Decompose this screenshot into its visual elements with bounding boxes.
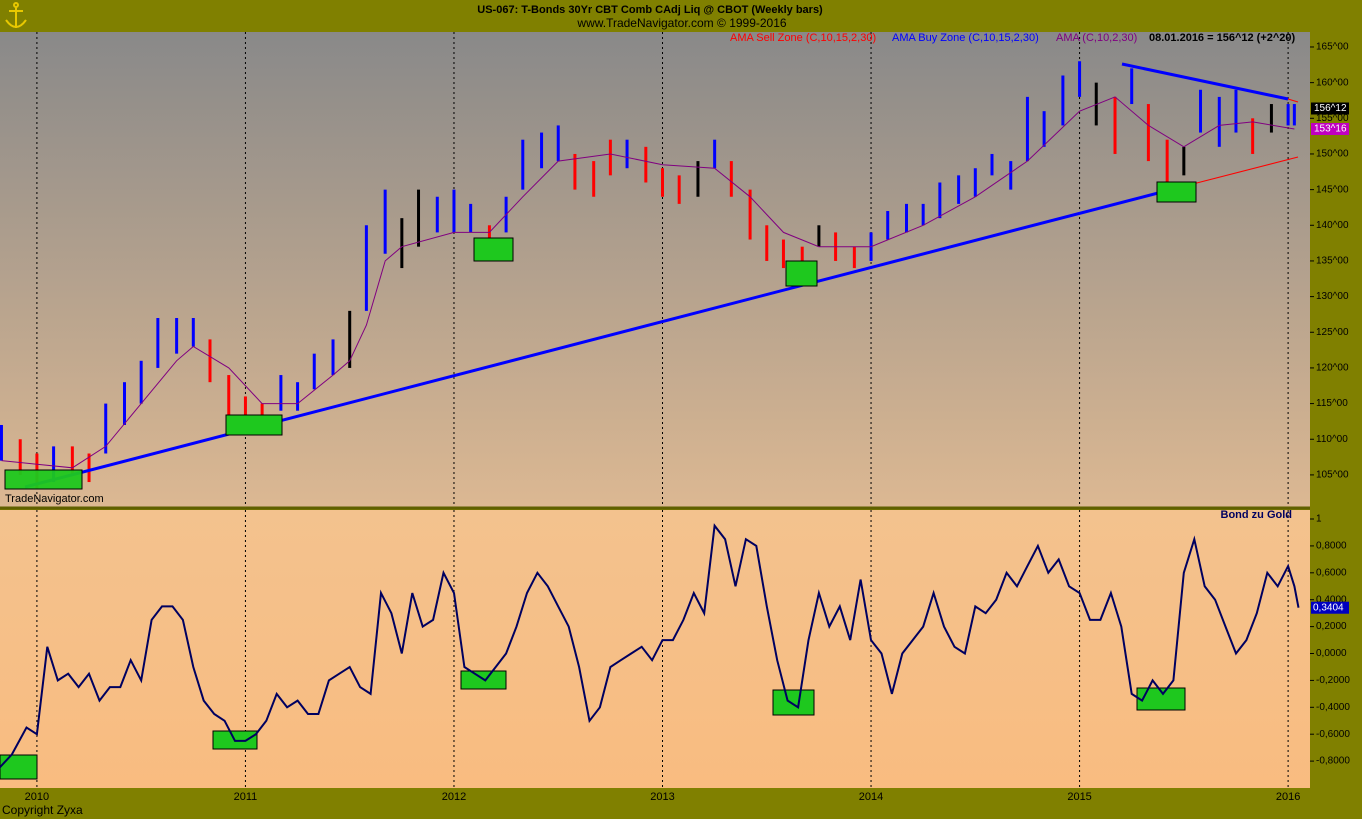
y-tick-label: 110^00 — [1316, 434, 1348, 445]
x-tick-label: 2015 — [1067, 791, 1091, 803]
watermark: TradeNavigator.com — [5, 493, 104, 505]
y-tick-label: 160^00 — [1316, 77, 1349, 88]
annotations — [0, 62, 1299, 780]
x-tick-label: 2011 — [234, 791, 258, 803]
y-tick-label: -0,2000 — [1316, 675, 1350, 686]
indicator-line — [0, 523, 1300, 769]
y-tick-label: 165^00 — [1316, 42, 1349, 53]
y-tick-label: 0,6000 — [1316, 567, 1347, 578]
x-tick-label: 2010 — [25, 791, 49, 803]
resistance-extension — [1287, 98, 1299, 103]
y-tick-label: 145^00 — [1316, 184, 1349, 195]
y-tick-label: 150^00 — [1316, 149, 1349, 160]
y-tick-label: 130^00 — [1316, 291, 1349, 302]
zone-box — [1156, 181, 1197, 203]
quote: 08.01.2016 = 156^12 (+2^20) — [1149, 32, 1296, 44]
last-value-label: 156^12 — [1314, 103, 1347, 114]
chart-subtitle: www.TradeNavigator.com © 1999-2016 — [576, 16, 786, 30]
zone-box — [473, 237, 514, 262]
x-tick-label: 2013 — [650, 791, 674, 803]
y-tick-label: -0,4000 — [1316, 702, 1350, 713]
y-tick-label: 140^00 — [1316, 220, 1349, 231]
zone-box — [772, 689, 815, 716]
last-value-box — [1311, 102, 1349, 115]
support-extension — [1184, 156, 1299, 187]
indicator-panel — [0, 510, 1310, 788]
y-tick-label: -0,6000 — [1316, 729, 1350, 740]
logo — [5, 2, 27, 28]
y-tick-label: 0,0000 — [1316, 648, 1347, 659]
price-panel — [0, 32, 1310, 507]
y-tick-label: -0,8000 — [1316, 756, 1350, 767]
ama-line — [1, 96, 1295, 469]
marks — [0, 61, 1296, 490]
zone-box — [1136, 687, 1186, 711]
footer: Copyright Zyxa — [2, 803, 83, 817]
x-tick-label: 2014 — [859, 791, 883, 803]
y-tick-label: 135^00 — [1316, 256, 1349, 267]
last-value-label: 0,3404 — [1313, 602, 1344, 613]
zone-box — [225, 414, 283, 436]
y-tick-label: 155^00 — [1316, 113, 1349, 124]
lines — [0, 96, 1300, 769]
zone-box — [0, 754, 38, 780]
zone-box — [785, 260, 818, 287]
y-tick-label: 125^00 — [1316, 327, 1349, 338]
y-tick-label: 115^00 — [1316, 398, 1348, 409]
y-tick-label: 105^00 — [1316, 470, 1349, 481]
legend-entry: Bond zu Gold — [1221, 509, 1292, 521]
x-tick-label: 2016 — [1276, 791, 1300, 803]
resistance-line — [1121, 62, 1289, 101]
y-tick-label: 0,2000 — [1316, 621, 1347, 632]
chart-title: US-067: T-Bonds 30Yr CBT Comb CAdj Liq @… — [477, 4, 823, 16]
support-line — [24, 184, 1186, 489]
last-value-box — [1311, 122, 1349, 135]
y-tick-label: 0,4000 — [1316, 594, 1347, 605]
legend-entry: AMA Buy Zone (C,10,15,2,30) — [892, 32, 1039, 44]
legend-entry: AMA Sell Zone (C,10,15,2,30) — [730, 32, 876, 44]
last-value-label: 153^16 — [1314, 124, 1347, 135]
legend-entry: AMA (C,10,2,30) — [1056, 32, 1137, 44]
y-tick-label: 1 — [1316, 514, 1322, 525]
y-tick-label: 0,8000 — [1316, 541, 1347, 552]
y-tick-label: 120^00 — [1316, 363, 1349, 374]
last-value-box — [1311, 601, 1349, 614]
x-tick-label: 2012 — [442, 791, 466, 803]
zone-box — [4, 469, 83, 490]
